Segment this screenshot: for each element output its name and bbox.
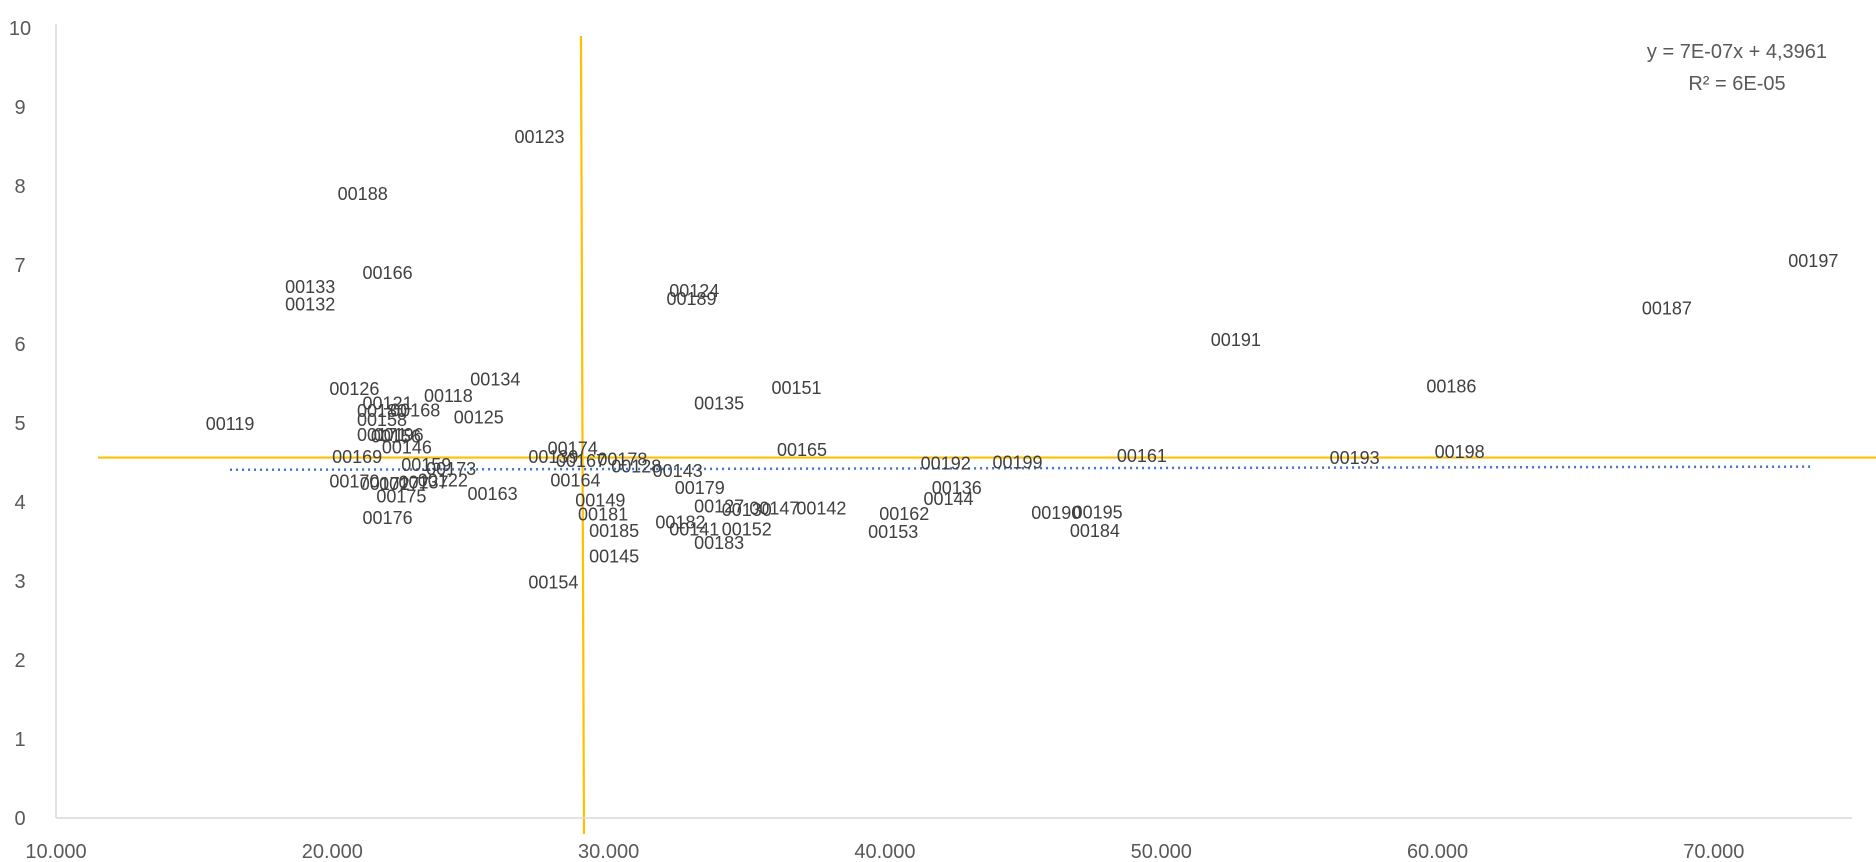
y-tick-label: 9 <box>14 97 25 119</box>
data-point-label: 00136 <box>932 478 982 498</box>
data-point-label: 00151 <box>771 378 821 398</box>
data-point-label: 00174 <box>548 438 598 458</box>
data-point-label: 00158 <box>357 410 407 430</box>
data-point-label: 00187 <box>1642 298 1692 318</box>
data-point-label: 00169 <box>332 447 382 467</box>
data-point-label: 00161 <box>1117 446 1167 466</box>
data-point-label: 00144 <box>923 489 973 509</box>
data-point-label: 00133 <box>285 277 335 297</box>
data-point-label: 00166 <box>363 263 413 283</box>
y-tick-label: 5 <box>14 413 25 435</box>
trendline-equation: y = 7E-07x + 4,3961 <box>1647 41 1827 63</box>
data-point-label: 00135 <box>694 393 744 413</box>
x-tick-label: 60.000 <box>1407 841 1468 862</box>
data-point-label: 00193 <box>1330 448 1380 468</box>
data-point-label: 00171 <box>357 425 407 445</box>
y-tick-label: 3 <box>14 571 25 593</box>
data-point-label: 00177 <box>379 474 429 494</box>
x-tick-label: 70.000 <box>1683 841 1744 862</box>
data-point-labels: 00118 00119 00121 00122 00123 00124 00125 00126… <box>206 127 1839 593</box>
data-point-label: 00188 <box>338 184 388 204</box>
data-point-label: 00128 <box>611 456 661 476</box>
data-point-label: 00172 <box>360 474 410 494</box>
data-point-label: 00191 <box>1211 330 1261 350</box>
data-point-label: 00146 <box>382 437 432 457</box>
data-point-label: 00134 <box>470 370 520 390</box>
data-point-label: 00153 <box>868 522 918 542</box>
data-point-label: 00162 <box>879 504 929 524</box>
y-tick-label: 4 <box>14 492 25 514</box>
trendline-r-squared: R² = 6E-05 <box>1688 73 1785 95</box>
data-point-label: 00145 <box>589 547 639 567</box>
data-point-label: 00170 <box>329 471 379 491</box>
data-point-label: 00123 <box>515 127 565 147</box>
data-point-label: 00189 <box>666 289 716 309</box>
axes <box>55 24 1852 819</box>
data-point-label: 00176 <box>363 508 413 528</box>
data-point-label: 00126 <box>329 379 379 399</box>
x-tick-label: 20.000 <box>302 841 363 862</box>
data-point-label: 00132 <box>285 295 335 315</box>
y-tick-label: 8 <box>14 176 25 198</box>
data-point-label: 00167 <box>556 451 606 471</box>
data-point-label: 00165 <box>777 440 827 460</box>
data-point-label: 00185 <box>589 521 639 541</box>
data-point-label: 00182 <box>655 513 705 533</box>
data-point-label: 00147 <box>749 498 799 518</box>
data-point-label: 00178 <box>597 449 647 469</box>
x-tick-label: 30.000 <box>578 841 639 862</box>
data-point-label: 00197 <box>1788 251 1838 271</box>
data-point-label: 00130 <box>722 500 772 520</box>
data-point-label: 00149 <box>575 490 625 510</box>
data-point-label: 00159 <box>401 455 451 475</box>
data-point-label: 00124 <box>669 281 719 301</box>
data-point-label: 00186 <box>1426 377 1476 397</box>
data-point-label: 00183 <box>694 533 744 553</box>
data-point-label: 00122 <box>418 471 468 491</box>
x-tick-label: 10.000 <box>25 841 86 862</box>
data-point-label: 00168 <box>390 400 440 420</box>
y-tick-label: 2 <box>14 650 25 672</box>
y-tick-label: 1 <box>14 729 25 751</box>
data-point-label: 00143 <box>653 461 703 481</box>
vertical-reference-line <box>579 35 586 835</box>
y-axis-ticks: 0 1 2 3 4 5 6 7 8 9 10 <box>9 18 31 830</box>
data-point-label: 00121 <box>363 393 413 413</box>
data-point-label: 00195 <box>1073 502 1123 522</box>
data-point-label: 00199 <box>993 453 1043 473</box>
data-point-label: 00137 <box>398 472 448 492</box>
data-point-label: 00125 <box>454 407 504 427</box>
data-point-label: 00173 <box>426 459 476 479</box>
data-point-label: 00163 <box>468 484 518 504</box>
data-point-label: 00152 <box>722 520 772 540</box>
x-axis-ticks: 10.000 20.000 30.000 40.000 50.000 60.000 70.0… <box>25 841 1744 862</box>
y-tick-label: 6 <box>14 334 25 356</box>
data-point-label: 00192 <box>921 453 971 473</box>
data-point-label: 00142 <box>796 498 846 518</box>
data-point-label: 00190 <box>1031 503 1081 523</box>
y-tick-label: 0 <box>14 808 25 830</box>
data-point-label: 00180 <box>357 401 407 421</box>
data-point-label: 00198 <box>1435 442 1485 462</box>
data-point-label: 00164 <box>550 471 600 491</box>
reference-lines <box>98 35 1876 835</box>
data-point-label: 00118 <box>424 386 473 406</box>
data-point-label: 00175 <box>376 486 426 506</box>
data-point-label: 00181 <box>578 505 628 525</box>
data-point-label: 00179 <box>675 478 725 498</box>
data-point-label: 00184 <box>1070 521 1120 541</box>
data-point-label: 00154 <box>528 573 578 593</box>
data-point-label: 00127 <box>694 497 744 517</box>
x-tick-label: 40.000 <box>854 841 915 862</box>
y-tick-label: 10 <box>9 18 31 40</box>
data-point-label: 00141 <box>669 520 719 540</box>
data-point-label: 00196 <box>374 425 424 445</box>
data-point-label: 00119 <box>206 414 255 434</box>
data-point-label: 00139 <box>528 447 578 467</box>
x-tick-label: 50.000 <box>1131 841 1192 862</box>
y-tick-label: 7 <box>14 255 25 277</box>
data-point-label: 00156 <box>371 426 421 446</box>
